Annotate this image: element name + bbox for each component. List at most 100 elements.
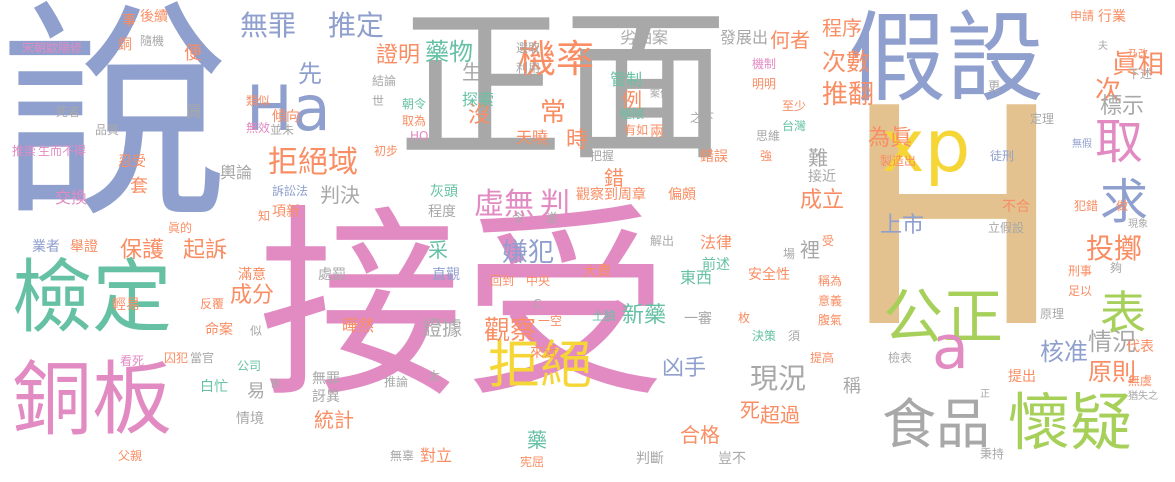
cloud-word: 命案 (205, 323, 233, 337)
cloud-word: 程度 (428, 205, 456, 219)
cloud-word: 取 (1095, 118, 1143, 166)
cloud-word: 便 (184, 45, 202, 63)
cloud-word: 合格 (680, 425, 720, 445)
cloud-word: 推翻 (822, 82, 874, 108)
cloud-word: 成分 (230, 285, 274, 307)
cloud-word: 銅板 (12, 360, 172, 440)
cloud-word: 並未 (270, 124, 294, 136)
cloud-word: 朝令 (402, 98, 426, 110)
cloud-word: 秉持 (980, 448, 1004, 460)
cloud-word: 無罪 (240, 12, 296, 40)
cloud-word: 輿論 (220, 165, 252, 181)
cloud-word: 項新 (272, 205, 300, 219)
cloud-word: 立假設 (988, 222, 1024, 234)
cloud-word: 法律 (700, 235, 732, 251)
cloud-word: 定理 (1030, 113, 1054, 125)
cloud-word: 太 (428, 370, 440, 382)
cloud-word: 偏頗 (668, 188, 696, 202)
cloud-word: 無假 (1072, 140, 1092, 150)
cloud-word: 決策 (752, 330, 776, 342)
cloud-word: 套 (130, 178, 148, 196)
cloud-word: 事 (122, 14, 136, 28)
cloud-word: 起訴 (183, 240, 227, 262)
cloud-word: 東西 (680, 270, 712, 286)
cloud-word: 新藥 (622, 305, 666, 327)
cloud-word: 直觀 (432, 268, 460, 282)
cloud-word: 嫌犯 (502, 240, 554, 266)
cloud-word: 推定 (328, 12, 384, 40)
cloud-word: 足以 (1068, 285, 1092, 297)
cloud-word: 夠 (1110, 262, 1122, 274)
cloud-word: 提高 (810, 352, 834, 364)
cloud-word: 無辜 (390, 450, 414, 462)
cloud-word: 極限 (620, 108, 644, 120)
cloud-word: 眞的 (168, 222, 192, 234)
cloud-word: 知 (258, 210, 270, 222)
cloud-word: 乃改 (1128, 50, 1148, 60)
cloud-word: 生而不得 (38, 145, 86, 157)
cloud-word: 夫 (1098, 42, 1108, 52)
cloud-word: 當官 (190, 352, 214, 364)
cloud-word: 無虞 (1128, 375, 1152, 387)
cloud-word: 解出 (650, 235, 674, 247)
cloud-word: 管制 (610, 72, 642, 88)
cloud-word: 之下 (690, 112, 714, 124)
cloud-word: 何者 (770, 30, 810, 50)
cloud-word: 無效 (246, 122, 270, 134)
cloud-word: 父親 (118, 450, 142, 462)
cloud-word: 宪屈 (520, 456, 544, 468)
cloud-word: 先 (298, 62, 322, 86)
cloud-word: 製造出 (880, 155, 916, 167)
cloud-word: 處罰 (318, 268, 346, 282)
cloud-word: 眞 (186, 104, 202, 120)
cloud-word: 結論 (372, 75, 396, 87)
cloud-word: 懷疑 (1008, 392, 1132, 454)
cloud-word: 一空 (538, 315, 562, 327)
cloud-word: 錯 (604, 168, 624, 188)
cloud-word: 提出 (1008, 370, 1036, 384)
cloud-word: 訝異 (312, 390, 340, 404)
cloud-word: 思維 (756, 130, 780, 142)
cloud-word: 正面 (398, 5, 728, 170)
cloud-word: 采 (428, 240, 448, 260)
cloud-word: 大費 (583, 265, 611, 279)
cloud-word: 程序 (822, 18, 862, 38)
cloud-word: 場 (783, 248, 795, 260)
cloud-word: 核准 (1040, 340, 1088, 364)
cloud-word: 枚 (738, 312, 750, 324)
cloud-word: 做 (1116, 200, 1128, 212)
cloud-word: 遂 (546, 212, 558, 224)
cloud-word: 傾向 (272, 110, 300, 124)
cloud-word: 忍受 (118, 155, 146, 169)
cloud-word: 刑事 (1068, 265, 1092, 277)
cloud-word: 有如 (624, 124, 648, 136)
cloud-word: 後續 (140, 10, 168, 24)
cloud-word: 天曉 (516, 130, 548, 146)
cloud-word: 凶手 (662, 358, 706, 380)
cloud-word: 推論 (384, 376, 408, 388)
cloud-word: 兩 (650, 125, 664, 139)
cloud-word: 統計 (314, 410, 354, 430)
cloud-word: a (932, 318, 969, 378)
cloud-word: 把握 (590, 150, 614, 162)
cloud-word: 土臉 (592, 310, 616, 322)
cloud-word: 保護 (120, 240, 164, 262)
cloud-word: 檢表 (888, 352, 912, 364)
cloud-word: 業者 (32, 240, 60, 254)
cloud-word: 反覆 (200, 298, 224, 310)
cloud-word: 訴訟法 (272, 185, 308, 197)
cloud-word: 曄然 (342, 318, 374, 334)
cloud-word: 不合 (1002, 200, 1030, 214)
cloud-word: 申請 (1070, 10, 1094, 22)
cloud-word: 原理 (1040, 308, 1064, 320)
cloud-word: 囚犯 (164, 352, 188, 364)
cloud-word: 正 (980, 390, 990, 400)
cloud-word: 灰頭 (430, 185, 458, 199)
cloud-word: 看死 (120, 355, 144, 367)
cloud-word: 劣油案 (620, 30, 668, 46)
cloud-word: 觀察 (484, 318, 536, 344)
cloud-word: 舉證 (70, 240, 98, 254)
cloud-word: 檢定 (12, 258, 172, 338)
cloud-word: 至少 (782, 100, 806, 112)
